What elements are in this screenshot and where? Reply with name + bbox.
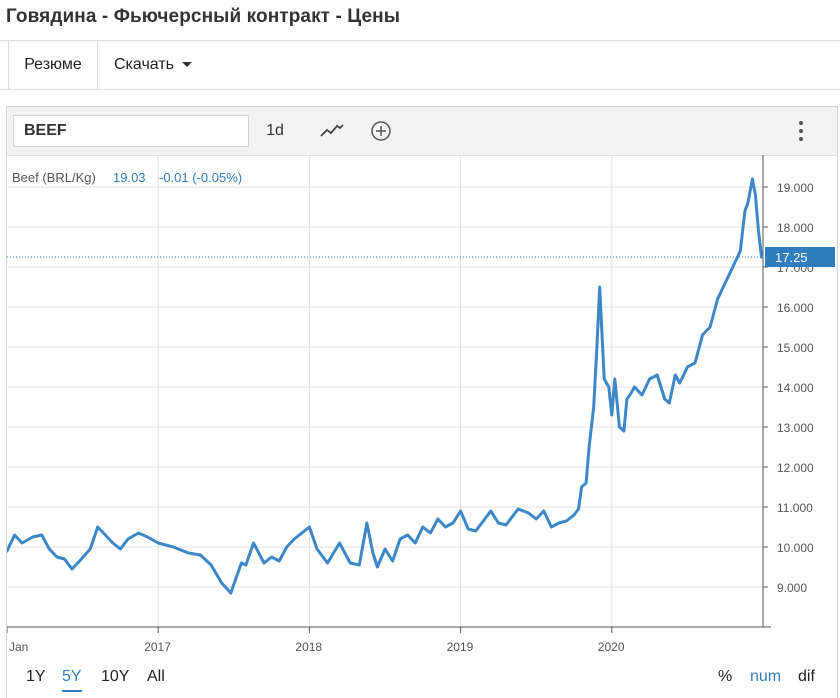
x-tick-label: 2020 (598, 640, 625, 654)
y-tick-label: 16.000 (777, 301, 814, 315)
range-selector: 1Y 5Y 10Y All % num dif (6, 660, 838, 698)
y-tick-label: 9.000 (777, 581, 807, 595)
interval-button[interactable]: 1d (266, 122, 284, 139)
y-tick-label: 14.000 (777, 381, 814, 395)
x-tick-label: 2019 (447, 640, 474, 654)
current-value-badge (765, 247, 835, 267)
vertical-dots-icon[interactable] (799, 121, 803, 143)
chart-axes: 9.000 10.000 11.000 12.000 13.000 14.000 15.00… (7, 155, 814, 654)
scale-dif-button[interactable]: dif (798, 668, 815, 685)
scale-num-button[interactable]: num (750, 668, 782, 685)
chart-toolbar: 1d (7, 107, 837, 156)
scale-percent-button[interactable]: % (718, 668, 733, 685)
legend-series-change: -0.01 (-0.05%) (159, 170, 242, 185)
x-tick-label: 2017 (144, 640, 171, 654)
series-line (7, 177, 763, 595)
range-5y-button[interactable]: 5Y (62, 664, 82, 692)
tab-summary[interactable]: Резюме (8, 41, 98, 89)
line-chart-icon[interactable] (317, 117, 347, 145)
price-chart: 9.000 10.000 11.000 12.000 13.000 14.000 15.00… (7, 155, 835, 654)
y-tick-label: 10.000 (777, 541, 814, 555)
y-tick-label: 19.000 (777, 181, 814, 195)
tab-bar: Резюме Скачать (8, 41, 840, 89)
range-10y-button[interactable]: 10Y (101, 668, 130, 685)
x-tick-label: Jan (9, 640, 28, 654)
caret-down-icon (182, 62, 192, 68)
chart-grid (7, 155, 763, 627)
chart-panel: 1d 9.000 10.000 11.000 12.000 13.000 14.000 15… (6, 106, 838, 698)
x-tick-label: 2018 (295, 640, 322, 654)
y-tick-label: 13.000 (777, 421, 814, 435)
legend-series-value: 19.03 (113, 170, 146, 185)
header-divider (0, 40, 840, 41)
current-value-marker: 17.25 (7, 247, 835, 267)
range-1y-button[interactable]: 1Y (26, 668, 46, 685)
tab-download-label: Скачать (114, 56, 174, 73)
legend-series-name: Beef (BRL/Kg) (12, 170, 96, 185)
chart-series (7, 177, 763, 595)
y-tick-label: 11.000 (777, 501, 813, 515)
tab-download[interactable]: Скачать (100, 41, 206, 89)
y-tick-label: 12.000 (777, 461, 814, 475)
symbol-input[interactable] (13, 115, 249, 147)
y-tick-label: 15.000 (777, 341, 814, 355)
page-title: Говядина - Фьючерсный контракт - Цены (6, 6, 401, 27)
range-all-button[interactable]: All (147, 668, 165, 685)
plus-circle-icon[interactable] (367, 117, 395, 145)
current-value-label: 17.25 (775, 250, 808, 265)
tabs-divider (0, 89, 840, 90)
y-tick-label: 18.000 (777, 221, 814, 235)
